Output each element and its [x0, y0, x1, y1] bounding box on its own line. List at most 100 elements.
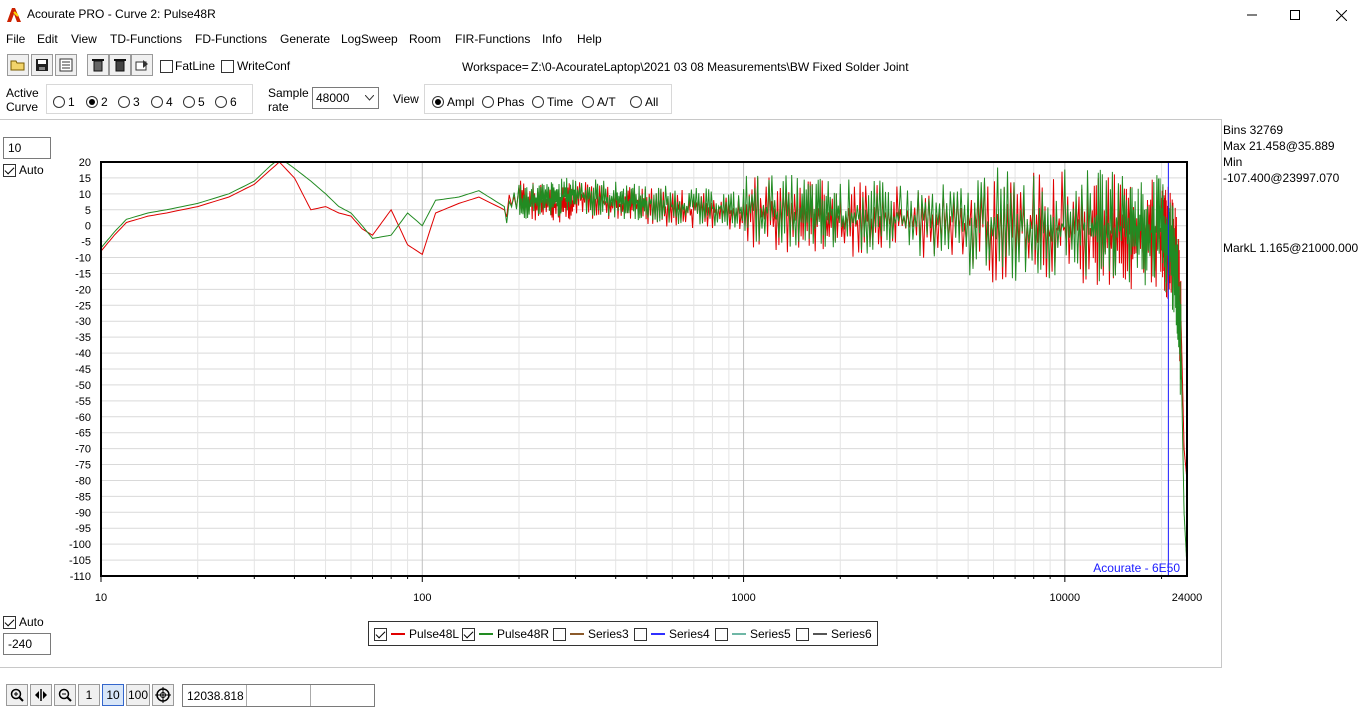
close-button[interactable]: [1318, 0, 1361, 30]
x-tick-label: 24000: [1172, 592, 1203, 604]
save-icon: [36, 59, 48, 71]
sample-rate-label: Sample rate: [268, 86, 309, 114]
frequency-response-chart[interactable]: 20 15 10 5 0 -5 -10 -15 -20 -25 -30 -35 -40 -45 -50 -55…: [0, 130, 1215, 610]
title-bar: Acourate PRO - Curve 2: Pulse48R: [0, 0, 1361, 30]
zoom-horizontal-button[interactable]: [30, 684, 52, 706]
view-radio-all[interactable]: All: [630, 95, 658, 109]
active-curve-label: Active Curve: [6, 86, 39, 114]
window-title: Acourate PRO - Curve 2: Pulse48R: [27, 7, 216, 21]
curve-radio-2[interactable]: 2: [86, 95, 108, 109]
menu-fd-functions[interactable]: FD-Functions: [195, 32, 268, 46]
bottom-auto-label: Auto: [19, 615, 44, 629]
top-auto-checkbox[interactable]: [3, 163, 16, 178]
y-tick-label: 20: [79, 157, 91, 169]
sample-rate-select[interactable]: 48000: [312, 87, 379, 109]
bottom-toolbar: 1 10 100 12038.818: [0, 684, 1361, 708]
curve-radio-4[interactable]: 4: [151, 95, 173, 109]
acourate-logo-icon: [7, 8, 21, 22]
top-auto-label: Auto: [19, 163, 44, 177]
view-radio-time[interactable]: Time: [532, 95, 573, 109]
trash-multi-icon: [92, 59, 104, 72]
view-radio-phas[interactable]: Phas: [482, 95, 524, 109]
separator: [0, 119, 1222, 120]
curve-radio-5[interactable]: 5: [183, 95, 205, 109]
menu-help[interactable]: Help: [577, 32, 602, 46]
y-tick-label: -35: [75, 332, 91, 344]
menu-fir-functions[interactable]: FIR-Functions: [455, 32, 531, 46]
legend-item-series4[interactable]: Series4: [634, 627, 710, 641]
open-button[interactable]: [7, 54, 29, 76]
plot-frame: [100, 161, 1188, 577]
series-line-pulse48r: [100, 161, 1188, 568]
export-icon: [135, 60, 148, 71]
legend-item-pulse48l[interactable]: Pulse48L: [374, 627, 459, 641]
zoom-in-icon: [10, 688, 24, 702]
menu-edit[interactable]: Edit: [37, 32, 58, 46]
maximize-button[interactable]: [1272, 0, 1318, 30]
menu-generate[interactable]: Generate: [280, 32, 331, 46]
menu-logsweep[interactable]: LogSweep: [341, 32, 398, 46]
view-radio-at[interactable]: A/T: [582, 95, 616, 109]
chevron-down-icon: [365, 95, 374, 101]
y-max-input[interactable]: 10: [3, 137, 51, 159]
y-tick-label: 10: [79, 189, 91, 201]
close-icon: [1335, 9, 1347, 21]
legend-item-series3[interactable]: Series3: [553, 627, 629, 641]
list-button[interactable]: [55, 54, 77, 76]
legend-item-series5[interactable]: Series5: [715, 627, 791, 641]
min-readout: Min -107.400@23997.070: [1223, 155, 1340, 185]
minimize-icon: [1247, 14, 1257, 16]
writeconf-checkbox[interactable]: [221, 59, 234, 74]
fatline-checkbox[interactable]: [160, 59, 173, 74]
y-tick-label: -80: [75, 475, 91, 487]
delete-button[interactable]: [109, 54, 131, 76]
cursor-value: 12038.818: [187, 689, 244, 703]
y-min-input[interactable]: -240: [3, 633, 51, 655]
menu-room[interactable]: Room: [409, 32, 442, 46]
watermark-text: Acourate - 6E50: [1093, 561, 1180, 575]
max-readout: Max 21.458@35.889: [1223, 139, 1335, 153]
horizontal-arrows-icon: [35, 689, 47, 701]
scale-10-button[interactable]: 10: [102, 684, 124, 706]
y-tick-label: -5: [81, 237, 91, 249]
cursor-readout-field: 12038.818: [182, 684, 375, 707]
y-tick-label: -10: [75, 253, 91, 265]
delete-all-button[interactable]: [87, 54, 109, 76]
toolbar: FatLine WriteConf Workspace= Z:\0-Acoura…: [0, 52, 1361, 80]
y-tick-label: -50: [75, 380, 91, 392]
export-button[interactable]: [131, 54, 153, 76]
y-tick-label: -70: [75, 444, 91, 456]
x-tick-label: 100: [413, 592, 431, 604]
view-radio-ampl[interactable]: Ampl: [432, 95, 474, 109]
crosshair-icon: [155, 687, 171, 703]
legend-item-series6[interactable]: Series6: [796, 627, 872, 641]
scale-100-button[interactable]: 100: [126, 684, 150, 706]
x-tick-label: 10: [95, 592, 107, 604]
save-button[interactable]: [31, 54, 53, 76]
zoom-out-button[interactable]: [54, 684, 76, 706]
target-button[interactable]: [152, 684, 174, 706]
writeconf-label: WriteConf: [237, 59, 291, 73]
markl-readout: MarkL 1.165@21000.000: [1223, 241, 1359, 255]
curve-radio-1[interactable]: 1: [53, 95, 75, 109]
scale-1-button[interactable]: 1: [78, 684, 100, 706]
curve-radio-6[interactable]: 6: [215, 95, 237, 109]
menu-td-functions[interactable]: TD-Functions: [110, 32, 183, 46]
y-tick-label: -20: [75, 284, 91, 296]
y-tick-label: -45: [75, 364, 91, 376]
trash-icon: [114, 59, 126, 72]
zoom-out-icon: [58, 688, 72, 702]
minimize-button[interactable]: [1229, 0, 1275, 30]
y-tick-label: -30: [75, 316, 91, 328]
legend-item-pulse48r[interactable]: Pulse48R: [462, 627, 549, 641]
workspace-path: Z:\0-AcourateLaptop\2021 03 08 Measureme…: [531, 60, 909, 74]
curve-radio-3[interactable]: 3: [118, 95, 140, 109]
y-tick-label: -25: [75, 300, 91, 312]
zoom-in-button[interactable]: [6, 684, 28, 706]
menu-view[interactable]: View: [71, 32, 97, 46]
menu-file[interactable]: File: [6, 32, 26, 46]
y-tick-label: -75: [75, 460, 91, 472]
menu-info[interactable]: Info: [542, 32, 563, 46]
vertical-separator: [1221, 119, 1222, 667]
bottom-auto-checkbox[interactable]: [3, 615, 16, 630]
